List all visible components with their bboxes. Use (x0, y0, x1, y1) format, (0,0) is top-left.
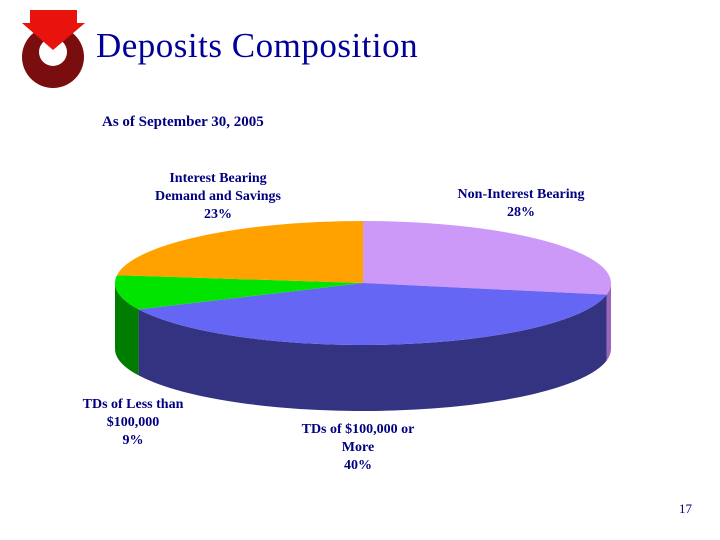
label-percent: 40% (344, 458, 372, 473)
label-tds-less-than-100000: TDs of Less than $100,000 9% (53, 396, 213, 450)
label-line: Interest Bearing (169, 171, 267, 186)
pie-slice (116, 221, 363, 283)
pie-slice-side (115, 283, 139, 376)
label-line: Demand and Savings (154, 189, 282, 204)
label-line: $100,000 (106, 415, 160, 430)
label-line: TDs of $100,000 or (301, 422, 415, 437)
label-percent: 28% (507, 205, 535, 220)
page-title: Deposits Composition (96, 26, 419, 65)
label-percent: 9% (122, 433, 144, 448)
as-of-date-subtitle: As of September 30, 2005 (102, 114, 264, 130)
label-line: TDs of Less than (82, 397, 184, 412)
logo-arrow-icon (22, 10, 85, 50)
logo-ring-hole (39, 38, 67, 66)
red-arrow-donut-logo (22, 10, 85, 88)
pie-slice (363, 221, 611, 295)
pie-slice-side (138, 294, 607, 411)
pie-slice (114, 275, 364, 310)
page-number: 17 (679, 501, 692, 516)
label-line: More (341, 440, 375, 455)
label-non-interest-bearing: Non-Interest Bearing 28% (421, 186, 621, 222)
label-interest-bearing: Interest Bearing Demand and Savings 23% (128, 170, 308, 224)
pie-slice (138, 283, 607, 345)
label-percent: 23% (204, 207, 232, 222)
label-line: Non-Interest Bearing (457, 187, 585, 202)
label-tds-100000-or-more: TDs of $100,000 or More 40% (258, 421, 458, 475)
pie-slice-side (606, 283, 611, 361)
